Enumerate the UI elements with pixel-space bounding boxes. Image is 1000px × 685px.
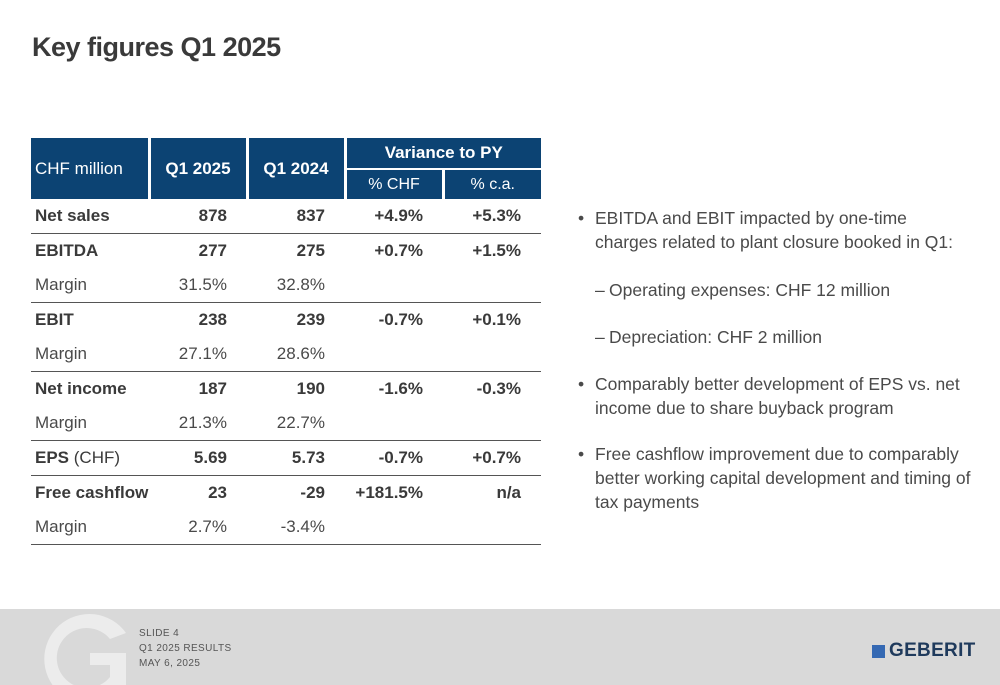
- cell-var-chf: +4.9%: [374, 206, 423, 225]
- cell-var-ca: n/a: [443, 474, 541, 510]
- cell-var-chf: +0.7%: [345, 233, 443, 268]
- bullet-mark: •: [578, 208, 585, 228]
- cell-var-ca: [443, 406, 541, 441]
- bullet-item: • Free cashflow improvement due to compar…: [578, 444, 971, 512]
- header-var-chf: % CHF: [343, 168, 443, 199]
- cell-q1-2025: 21.3%: [178, 413, 227, 432]
- cell-var-ca: [443, 268, 541, 303]
- commentary-list: • EBITDA and EBIT impacted by one-time ch…: [578, 206, 973, 514]
- cell-var-chf: -0.7%: [345, 440, 443, 475]
- cell-q1-2024: -3.4%: [247, 509, 345, 545]
- cell-var-ca: +0.1%: [443, 302, 541, 337]
- cell-q1-2024: 837: [296, 206, 325, 225]
- table-row: EBITDA 277 275 +0.7% +1.5%: [31, 233, 541, 268]
- cell-var-chf: [345, 406, 443, 441]
- key-figures-table: CHF million Q1 2025 Q1 2024 Variance to …: [31, 138, 541, 545]
- cell-var-chf: [345, 509, 443, 545]
- g-watermark-icon: [44, 614, 126, 685]
- header-var-ca: % c.a.: [441, 168, 541, 199]
- table-row: Net income 187 190 -1.6% -0.3%: [31, 371, 541, 406]
- row-unit: (CHF): [73, 447, 121, 467]
- cell-var-ca: +5.3%: [472, 206, 521, 225]
- cell-q1-2024: 22.7%: [276, 413, 325, 432]
- logo-text: GEBERIT: [889, 640, 976, 661]
- row-label: Net income: [31, 371, 149, 406]
- cell-var-ca: [443, 509, 541, 545]
- header-q1-2024: Q1 2024: [245, 138, 345, 199]
- dash-mark: –: [595, 280, 605, 300]
- presentation-name: Q1 2025 RESULTS: [139, 643, 232, 654]
- cell-q1-2025: 27.1%: [178, 344, 227, 363]
- header-unit: CHF million: [35, 158, 123, 178]
- slide-info: SLIDE 4 Q1 2025 RESULTS MAY 6, 2025: [139, 626, 232, 671]
- table-row: EPS (CHF) 5.69 5.73 -0.7% +0.7%: [31, 440, 541, 475]
- bullet-mark: •: [578, 374, 585, 394]
- row-label: EBITDA: [31, 233, 149, 268]
- cell-q1-2025: 5.69: [149, 440, 247, 475]
- table-row: Margin 31.5% 32.8%: [31, 268, 541, 303]
- cell-q1-2024: 32.8%: [276, 275, 325, 294]
- cell-q1-2025: 878: [198, 206, 227, 225]
- cell-q1-2025: 238: [149, 302, 247, 337]
- cell-q1-2024: -29: [247, 474, 345, 510]
- row-label: Net sales: [35, 206, 110, 225]
- slide-number: SLIDE 4: [139, 628, 180, 639]
- bullet-item: • Comparably better development of EPS vs…: [578, 374, 960, 418]
- dash-mark: –: [595, 327, 605, 347]
- cell-q1-2024: 275: [247, 233, 345, 268]
- table-row: Margin 27.1% 28.6%: [31, 337, 541, 372]
- row-label: EBIT: [31, 302, 149, 337]
- cell-var-chf: +181.5%: [345, 474, 443, 510]
- table-row: Margin 2.7% -3.4%: [31, 509, 541, 545]
- table-row: Margin 21.3% 22.7%: [31, 406, 541, 441]
- row-label: EPS (CHF): [31, 440, 149, 475]
- cell-var-chf: [345, 337, 443, 372]
- cell-var-chf: [345, 268, 443, 303]
- bullet-item: • EBITDA and EBIT impacted by one-time ch…: [578, 208, 953, 252]
- cell-var-ca: +0.7%: [443, 440, 541, 475]
- cell-var-chf: -1.6%: [345, 371, 443, 406]
- cell-q1-2025: 187: [149, 371, 247, 406]
- table-row: Free cashflow 23 -29 +181.5% n/a: [31, 474, 541, 510]
- cell-q1-2024: 239: [247, 302, 345, 337]
- geberit-logo: GEBERIT: [872, 640, 976, 662]
- sub-bullet-item: – Depreciation: CHF 2 million: [595, 327, 822, 347]
- cell-q1-2025: 2.7%: [149, 509, 247, 545]
- row-label: Free cashflow: [31, 474, 149, 510]
- footer: SLIDE 4 Q1 2025 RESULTS MAY 6, 2025 GEBE…: [0, 609, 1000, 685]
- logo-square-icon: [872, 644, 885, 658]
- bullet-mark: •: [578, 444, 585, 464]
- sub-bullet-item: – Operating expenses: CHF 12 million: [595, 280, 891, 300]
- cell-var-ca: -0.3%: [443, 371, 541, 406]
- row-label: Margin: [35, 275, 87, 294]
- cell-q1-2024: 28.6%: [276, 344, 325, 363]
- header-variance: Variance to PY: [343, 138, 541, 169]
- page-title: Key figures Q1 2025: [32, 32, 281, 62]
- table-row: EBIT 238 239 -0.7% +0.1%: [31, 302, 541, 337]
- cell-var-chf: -0.7%: [345, 302, 443, 337]
- cell-q1-2025: 277: [149, 233, 247, 268]
- cell-q1-2024: 190: [247, 371, 345, 406]
- cell-q1-2025: 31.5%: [178, 275, 227, 294]
- cell-var-ca: +1.5%: [443, 233, 541, 268]
- cell-var-ca: [443, 337, 541, 372]
- row-label: Margin: [35, 413, 87, 432]
- cell-q1-2024: 5.73: [247, 440, 345, 475]
- cell-q1-2025: 23: [149, 474, 247, 510]
- header-q1-2025: Q1 2025: [147, 138, 247, 199]
- row-label: Margin: [35, 344, 87, 363]
- presentation-date: MAY 6, 2025: [139, 658, 201, 669]
- table-row: Net sales 878 837 +4.9% +5.3%: [31, 199, 541, 234]
- row-label: Margin: [31, 509, 149, 545]
